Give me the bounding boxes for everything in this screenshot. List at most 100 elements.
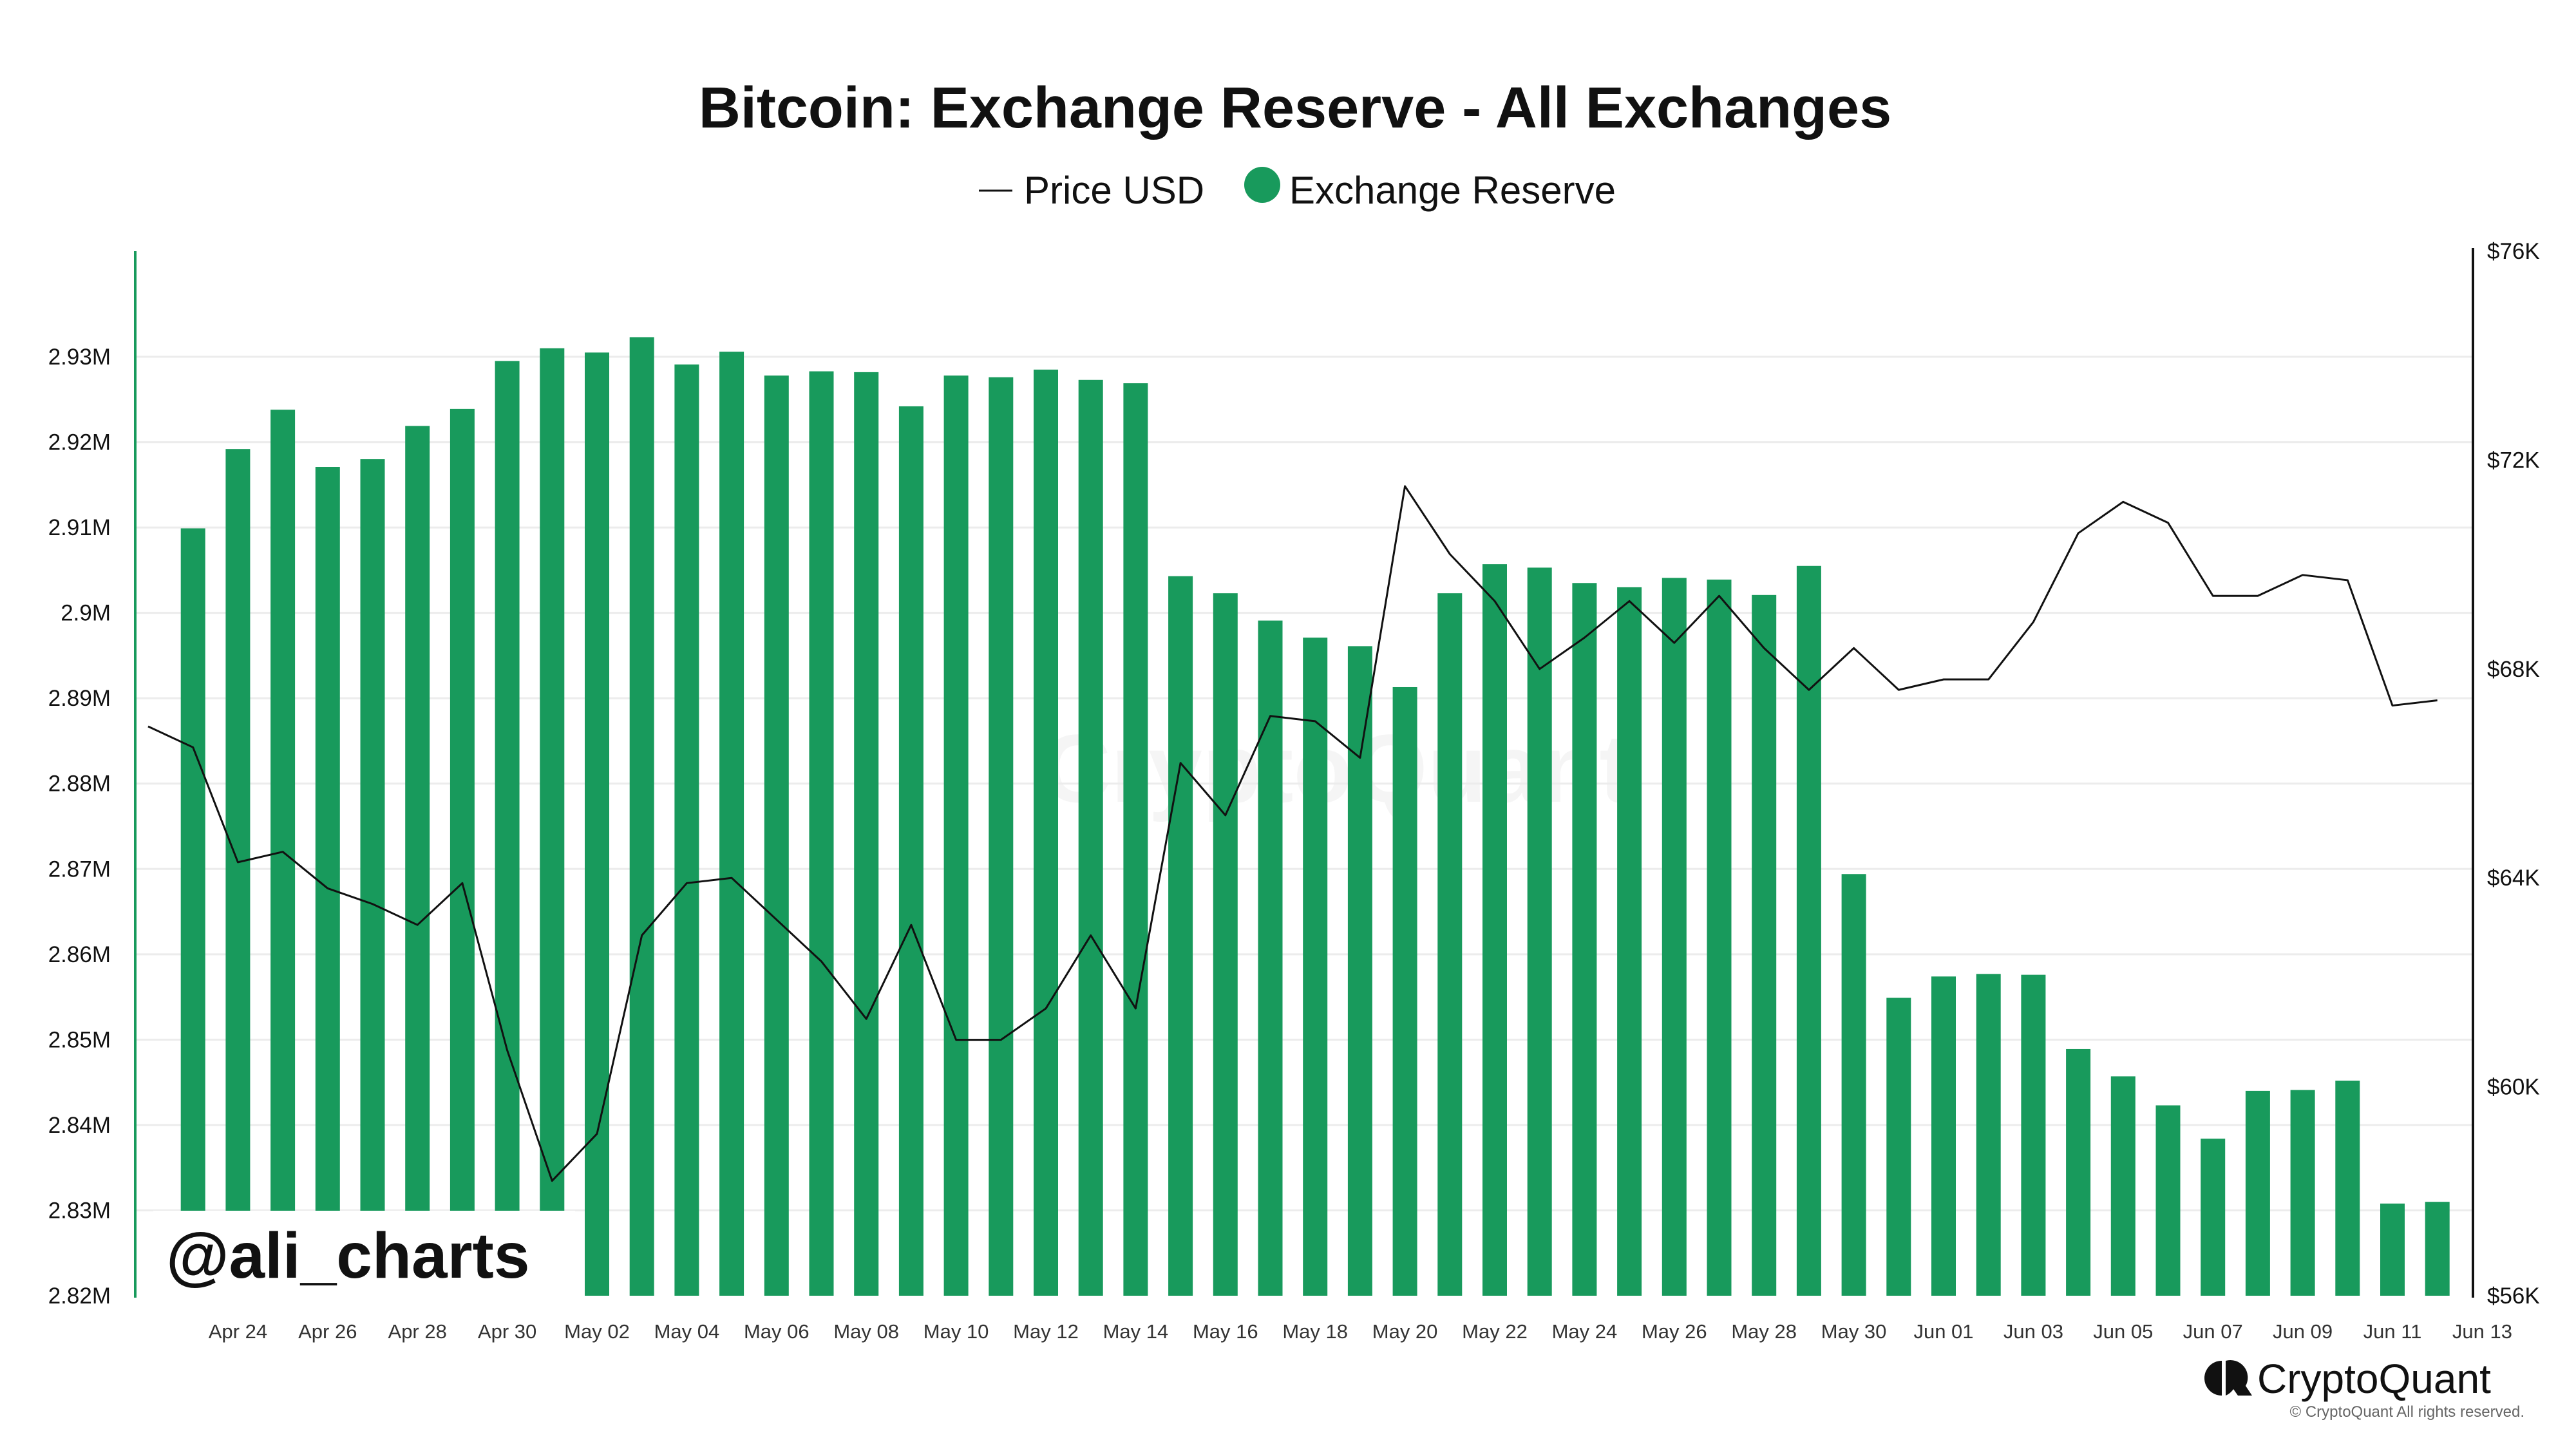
x-axis-tick-label: Jun 03 [2003,1320,2063,1343]
x-axis-tick-label: Jun 13 [2452,1320,2512,1343]
left-axis-tick-label: 2.85M [48,1027,111,1052]
price-usd-line [147,485,2438,1182]
reserve-bar [898,406,923,1296]
left-axis-tick-label: 2.92M [48,430,111,455]
left-axis-tick-label: 2.83M [48,1198,111,1223]
x-axis-tick-label: May 28 [1731,1320,1797,1343]
x-axis-tick-label: Jun 09 [2273,1320,2333,1343]
reserve-bar [1078,379,1103,1296]
x-axis-tick-label: May 14 [1103,1320,1169,1343]
x-axis-tick-label: May 18 [1282,1320,1348,1343]
reserve-bar [1931,976,1956,1296]
reserve-bar [2380,1203,2405,1296]
reserve-bar [225,449,251,1296]
right-axis-tick-label: $56K [2487,1283,2540,1309]
x-axis-tick-label: May 16 [1193,1320,1258,1343]
x-axis-tick-label: Jun 05 [2093,1320,2153,1343]
reserve-bar [1527,567,1552,1296]
handle-watermark-text: @ali_charts [166,1220,529,1292]
x-axis-tick-label: Jun 11 [2363,1320,2422,1343]
reserve-bar [1617,587,1642,1296]
reserve-bar [2110,1076,2136,1296]
x-axis-ticks: Apr 24 Apr 26 Apr 28 Apr 30 May 02 May 04 May … [209,1320,2512,1343]
x-axis-tick-label: Apr 24 [209,1320,267,1343]
brand-footer: CryptoQuant © CryptoQuant All rights res… [2204,1356,2524,1421]
copyright-text: © CryptoQuant All rights reserved. [2290,1403,2525,1421]
reserve-bar [1213,593,1238,1296]
x-axis-tick-label: Apr 30 [478,1320,536,1343]
reserve-bar [585,352,609,1296]
x-axis-tick-label: May 06 [744,1320,810,1343]
reserve-bar [674,364,699,1296]
brand-name: CryptoQuant [2257,1356,2491,1402]
x-axis-tick-label: May 04 [654,1320,720,1343]
x-axis-tick-label: Apr 28 [388,1320,447,1343]
reserve-bar [1707,579,1732,1296]
reserve-bar [1392,687,1417,1296]
left-axis-tick-label: 2.93M [48,345,111,370]
legend-price-label: Price USD [1024,169,1204,212]
reserve-bar [1796,565,1821,1296]
left-axis-tick-label: 2.86M [48,942,111,967]
left-axis-tick-label: 2.88M [48,772,111,797]
handle-watermark-background [153,1211,575,1298]
price-line-group [147,485,2438,1182]
reserve-bar [2201,1139,2226,1296]
reserve-bar [854,372,879,1296]
chart-title: Bitcoin: Exchange Reserve - All Exchange… [699,76,1891,140]
reserve-bar [1168,576,1193,1296]
x-axis-tick-label: May 02 [564,1320,630,1343]
reserve-bar [2290,1090,2315,1296]
reserve-bar [450,408,475,1296]
right-axis-tick-label: $72K [2487,448,2540,473]
left-axis-tick-label: 2.89M [48,686,111,711]
reserve-bar [1347,646,1372,1296]
reserve-bar [1034,369,1058,1296]
x-axis-tick-label: May 20 [1372,1320,1438,1343]
left-axis-tick-label: 2.87M [48,857,111,882]
right-axis-tick-label: $68K [2487,657,2540,682]
reserve-bar [540,348,565,1296]
reserve-bar [1303,638,1328,1296]
legend: Price USD Exchange Reserve [979,167,1616,212]
reserve-bar [1886,998,1911,1296]
reserve-bar [1258,620,1283,1296]
reserve-bar [989,377,1014,1296]
x-axis-tick-label: May 12 [1013,1320,1079,1343]
reserve-bar [2155,1105,2181,1296]
reserve-bar [1752,594,1777,1296]
reserve-bar [405,426,430,1296]
reserve-bar [629,337,654,1296]
left-axis-tick-label: 2.91M [48,515,111,540]
right-axis-tick-label: $64K [2487,866,2540,891]
cryptoquant-logo-icon [2204,1359,2252,1396]
reserve-bar [943,375,969,1296]
x-axis-tick-label: May 26 [1642,1320,1707,1343]
legend-reserve-label: Exchange Reserve [1289,169,1616,212]
reserve-bar [1976,974,2001,1296]
reserve-bar [1572,583,1597,1296]
x-axis-tick-label: Apr 26 [298,1320,357,1343]
reserve-bar [2425,1202,2450,1296]
reserve-bar [495,361,520,1296]
left-axis-tick-label: 2.9M [61,601,111,626]
reserve-bar [2335,1080,2360,1296]
x-axis-tick-label: May 22 [1462,1320,1528,1343]
reserve-bar [1662,578,1687,1296]
x-axis-tick-label: Jun 01 [1913,1320,1973,1343]
legend-reserve-dot-marker [1244,167,1280,203]
reserve-bar [1123,383,1148,1296]
reserve-bar [2245,1090,2270,1296]
exchange-reserve-bars [180,337,2450,1296]
reserve-bar [809,371,834,1296]
reserve-bar [1482,564,1507,1296]
left-axis-ticks: 2.82M 2.83M 2.84M 2.85M 2.86M 2.87M 2.88M 2.89M… [48,345,111,1309]
right-axis-tick-label: $60K [2487,1075,2540,1100]
handle-watermark: @ali_charts [153,1211,575,1298]
reserve-bar [180,528,205,1296]
right-axis-tick-label: $76K [2487,239,2540,264]
reserve-bar [764,375,789,1296]
right-axis-ticks: $56K $60K $64K $68K $72K $76K [2487,239,2540,1309]
x-axis-tick-label: Jun 07 [2183,1320,2243,1343]
x-axis-tick-label: May 10 [923,1320,989,1343]
